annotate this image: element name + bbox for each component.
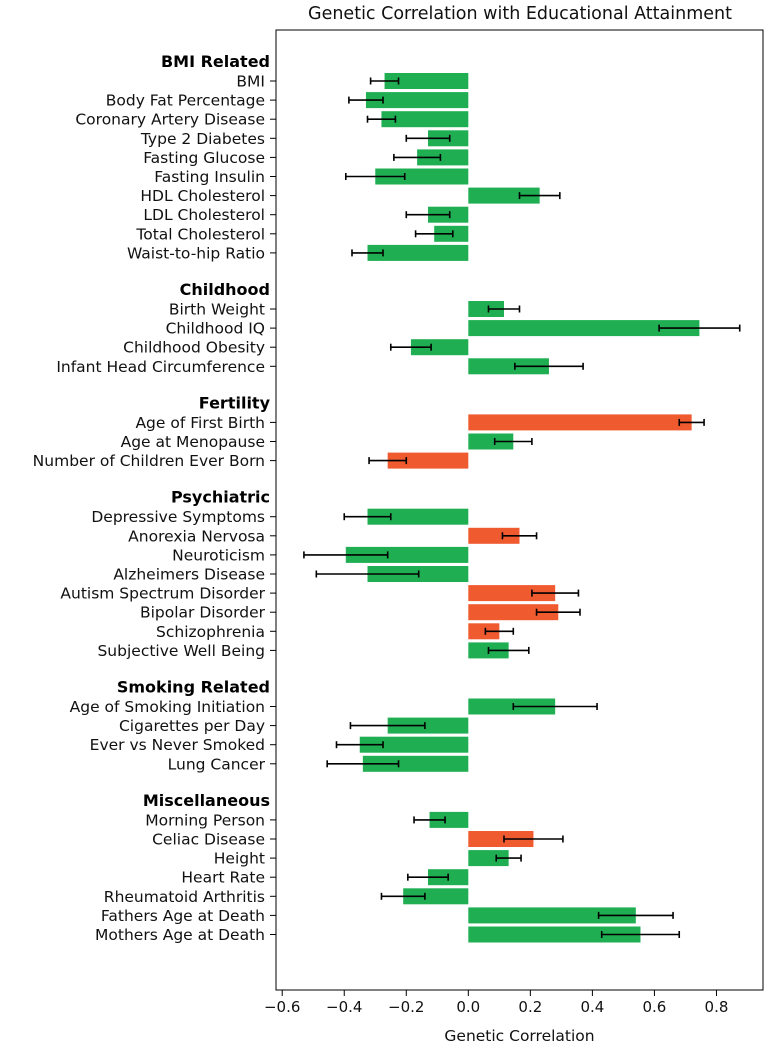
x-axis: −0.6 −0.4 −0.2 0.0 0.2 0.4 0.6 0.8 xyxy=(264,80,729,1016)
category-label: Cigarettes per Day xyxy=(119,717,265,735)
group-header: Smoking Related xyxy=(117,678,270,697)
category-label: Infant Head Circumference xyxy=(56,358,265,376)
bar xyxy=(384,73,469,89)
category-label: BMI xyxy=(236,73,265,91)
x-tick-label: 0.4 xyxy=(580,998,604,1016)
category-label: Anorexia Nervosa xyxy=(128,527,265,545)
x-tick-label: −0.2 xyxy=(388,998,424,1016)
x-tick-label: 0.6 xyxy=(643,998,667,1016)
bar xyxy=(468,585,556,602)
category-label: Mothers Age at Death xyxy=(95,926,265,944)
plot-frame xyxy=(275,29,764,991)
category-label: Birth Weight xyxy=(169,301,265,319)
bar xyxy=(468,850,509,867)
bar xyxy=(468,433,514,450)
category-label: Fasting Insulin xyxy=(154,168,265,186)
category-label: Depressive Symptoms xyxy=(91,508,265,526)
bar xyxy=(468,831,534,847)
bar xyxy=(381,111,469,128)
category-label: Subjective Well Being xyxy=(97,642,265,660)
bar xyxy=(468,320,700,337)
bar xyxy=(468,301,504,317)
category-label: Height xyxy=(214,850,265,868)
group-header: Childhood xyxy=(180,280,270,299)
x-tick-label: −0.4 xyxy=(326,998,362,1016)
category-label: Number of Children Ever Born xyxy=(33,452,265,470)
bar xyxy=(468,623,500,640)
category-label: Celiac Disease xyxy=(152,831,265,849)
category-label: Body Fat Percentage xyxy=(106,92,265,110)
bar xyxy=(468,414,692,431)
x-tick-label: −0.6 xyxy=(264,998,300,1016)
category-label: Age of First Birth xyxy=(135,414,265,432)
category-label: Age of Smoking Initiation xyxy=(70,698,265,716)
bar xyxy=(365,92,469,109)
category-label: Childhood Obesity xyxy=(123,339,265,357)
category-label: Age at Menopause xyxy=(121,433,265,451)
bar xyxy=(367,244,469,261)
x-axis-label: Genetic Correlation xyxy=(444,1027,594,1045)
bars-layer xyxy=(303,73,741,943)
category-label: Alzheimers Disease xyxy=(113,566,265,584)
x-tick-label: 0.2 xyxy=(518,998,542,1016)
category-label: Bipolar Disorder xyxy=(140,604,266,622)
category-label: Schizophrenia xyxy=(156,623,265,641)
bar xyxy=(468,907,636,924)
category-label: Total Cholesterol xyxy=(135,225,265,243)
category-label: Ever vs Never Smoked xyxy=(90,736,265,754)
category-label: Morning Person xyxy=(145,811,265,829)
bar xyxy=(468,358,549,375)
bar xyxy=(468,698,556,715)
category-label: Waist-to-hip Ratio xyxy=(127,244,265,262)
bar xyxy=(362,755,469,772)
bar xyxy=(429,811,469,828)
bar xyxy=(387,452,469,469)
bar xyxy=(387,717,469,734)
category-label: Autism Spectrum Disorder xyxy=(60,585,265,603)
bar xyxy=(417,149,469,166)
category-label: Type 2 Diabetes xyxy=(140,130,265,148)
bar xyxy=(367,508,469,525)
bar xyxy=(345,546,469,563)
group-header: Fertility xyxy=(199,393,271,412)
category-label: Rheumatoid Arthritis xyxy=(104,888,265,906)
category-label: Coronary Artery Disease xyxy=(75,111,265,129)
bar xyxy=(468,187,540,204)
category-label: LDL Cholesterol xyxy=(143,206,265,224)
category-label: Neuroticism xyxy=(172,546,265,564)
category-label: Heart Rate xyxy=(181,869,265,887)
category-label: Fathers Age at Death xyxy=(101,907,265,925)
group-header: Psychiatric xyxy=(171,488,270,507)
category-label: Childhood IQ xyxy=(166,320,265,338)
group-header: BMI Related xyxy=(161,52,270,71)
bar xyxy=(468,527,520,544)
bar xyxy=(468,604,559,621)
x-tick-label: 0.8 xyxy=(705,998,729,1016)
bar xyxy=(375,168,469,185)
chart-title: Genetic Correlation with Educational Att… xyxy=(308,4,732,24)
bar xyxy=(410,339,469,356)
group-header: Miscellaneous xyxy=(143,791,270,810)
category-label: Lung Cancer xyxy=(168,755,266,773)
bar xyxy=(359,736,469,753)
category-label: Fasting Glucose xyxy=(143,149,265,167)
category-label: HDL Cholesterol xyxy=(140,187,265,205)
bar xyxy=(403,888,469,905)
bar xyxy=(468,926,641,943)
x-tick-label: 0.0 xyxy=(456,998,480,1016)
